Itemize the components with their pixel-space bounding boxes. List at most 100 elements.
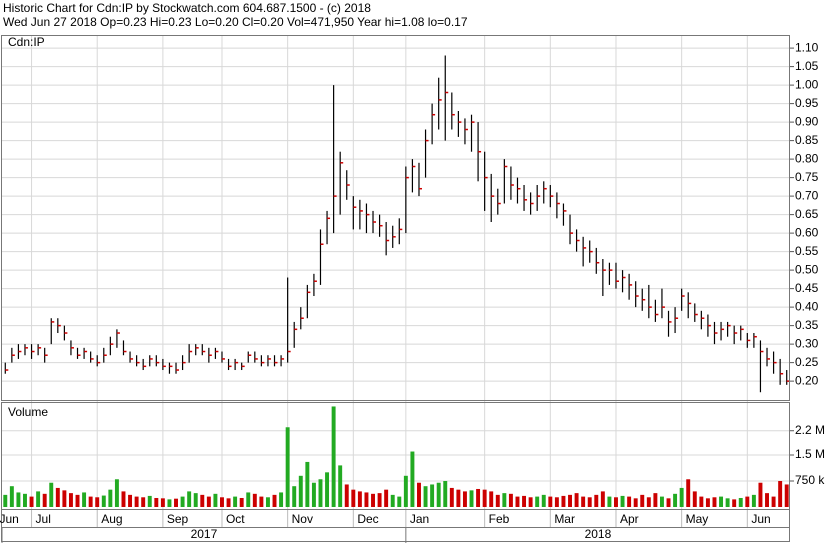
volume-bar — [193, 493, 198, 507]
volume-bar — [252, 493, 257, 507]
volume-bar — [738, 497, 743, 507]
volume-bar — [449, 487, 454, 507]
volume-bar — [495, 494, 500, 507]
volume-bar — [659, 496, 664, 507]
volume-bar — [778, 481, 783, 507]
volume-bar — [108, 489, 113, 507]
x-tick-label: Aug — [101, 512, 122, 526]
volume-bar — [213, 493, 218, 507]
volume-bar — [167, 499, 172, 507]
volume-bar — [220, 497, 224, 507]
volume-bar — [587, 497, 592, 507]
x-tick-label: Sep — [167, 512, 189, 526]
volume-bar — [259, 496, 264, 507]
volume-bar — [344, 484, 349, 507]
x-tick-label: Oct — [226, 512, 245, 526]
volume-bar — [128, 494, 133, 507]
volume-bar — [462, 491, 467, 507]
volume-bar — [673, 493, 678, 507]
volume-bar — [548, 496, 553, 507]
volume-bar — [554, 497, 559, 507]
volume-bar — [206, 496, 211, 507]
volume-bar — [640, 494, 645, 507]
volume-bar — [364, 492, 369, 507]
volume-bar — [377, 493, 382, 507]
y-tick-label: 0.70 — [795, 188, 819, 202]
y-tick-label: 0.50 — [795, 262, 819, 276]
volume-bar — [646, 497, 651, 507]
volume-bar — [9, 486, 14, 507]
volume-bar — [49, 482, 54, 507]
volume-bar — [160, 498, 165, 507]
volume-bar — [272, 494, 277, 507]
year-label: 2018 — [585, 527, 612, 541]
volume-bar — [719, 496, 724, 507]
volume-bar — [36, 491, 41, 507]
x-tick-label: Nov — [292, 512, 313, 526]
volume-bar — [298, 475, 303, 507]
volume-bar — [430, 484, 435, 507]
chart-subtitle: Wed Jun 27 2018 Op=0.23 Hi=0.23 Lo=0.20 … — [3, 15, 468, 29]
volume-bar — [686, 479, 691, 507]
volume-bar — [187, 491, 192, 507]
volume-bar — [653, 493, 658, 507]
x-tick-label: Dec — [357, 512, 378, 526]
volume-bar — [666, 498, 671, 507]
volume-bar — [745, 496, 750, 507]
volume-bar — [765, 493, 769, 507]
volume-bar — [82, 492, 87, 507]
volume-bar — [88, 496, 93, 507]
y-tick-label: 0.35 — [795, 318, 819, 332]
x-tick-label: Mar — [554, 512, 575, 526]
y-tick-label: 750 k — [795, 473, 825, 487]
panel-label: Cdn:IP — [8, 35, 45, 49]
volume-bar — [417, 482, 421, 507]
volume-bar — [692, 491, 697, 507]
volume-bar — [771, 496, 776, 507]
volume-bar — [279, 492, 284, 507]
volume-bar — [265, 497, 270, 507]
y-tick-label: 0.40 — [795, 299, 819, 313]
y-tick-label: 0.25 — [795, 355, 819, 369]
y-tick-label: 2.2 M — [795, 423, 825, 437]
volume-bar — [476, 488, 481, 507]
x-tick-label: Jan — [410, 512, 429, 526]
volume-bar — [357, 491, 362, 507]
y-tick-label: 0.95 — [795, 96, 819, 110]
volume-bar — [403, 475, 408, 507]
volume-bar — [68, 493, 73, 507]
volume-bar — [614, 497, 618, 507]
volume-bar — [535, 496, 540, 507]
volume-bar — [101, 495, 106, 507]
volume-bar — [508, 493, 513, 507]
volume-bar — [331, 406, 336, 507]
volume-bar — [568, 494, 572, 507]
volume-bar — [325, 472, 330, 507]
y-tick-label: 1.10 — [795, 40, 819, 54]
y-tick-label: 0.60 — [795, 225, 819, 239]
y-tick-label: 0.85 — [795, 133, 819, 147]
volume-bar — [410, 451, 415, 507]
volume-bar — [725, 498, 730, 507]
y-tick-label: 1.00 — [795, 77, 819, 91]
volume-bar — [154, 497, 159, 507]
volume-bar — [174, 498, 178, 507]
price-panel — [1, 35, 790, 401]
plot-layer — [2, 36, 790, 509]
volume-bar — [515, 496, 520, 507]
volume-bar — [469, 490, 474, 507]
volume-bar — [29, 496, 34, 507]
y-tick-label: 0.90 — [795, 114, 819, 128]
volume-bar — [42, 493, 47, 507]
volume-bar — [620, 495, 625, 507]
volume-bar — [311, 482, 316, 507]
volume-bar — [699, 496, 704, 507]
x-tick-label: Jun — [751, 512, 770, 526]
y-tick-label: 0.55 — [795, 244, 819, 258]
volume-bar — [141, 497, 146, 507]
volume-bar — [121, 491, 126, 507]
volume-bar — [390, 494, 395, 507]
volume-bar — [423, 486, 428, 507]
